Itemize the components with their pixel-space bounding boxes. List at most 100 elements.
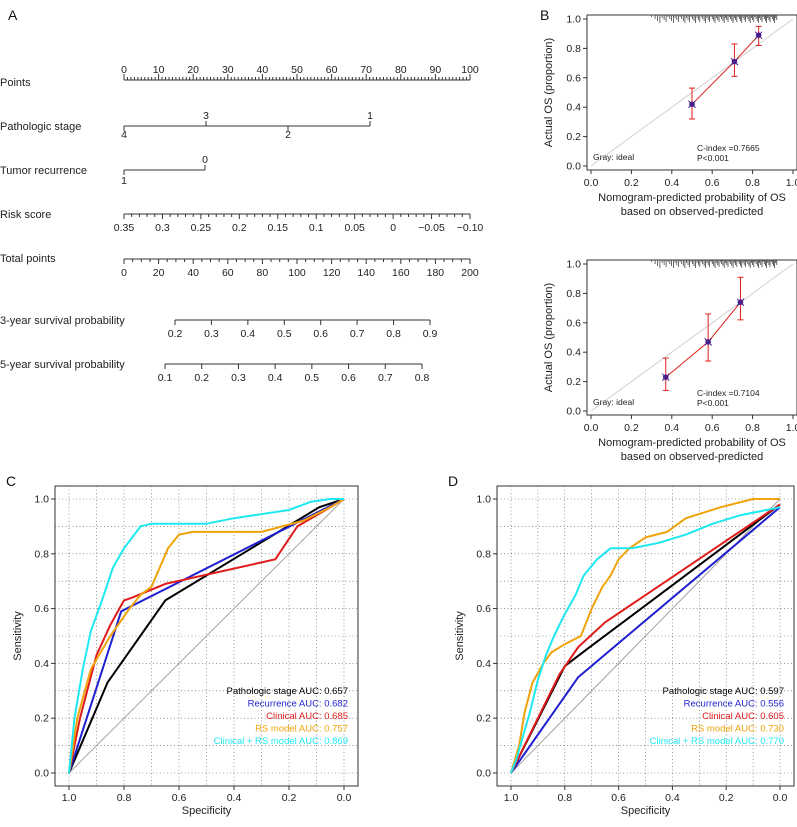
calibration-point-cross <box>661 373 670 382</box>
total-points-axis-tick-label: 0 <box>121 267 127 279</box>
x-axis-label: Nomogram-predicted probability of OS <box>598 192 786 204</box>
total-points-axis-tick-label: 60 <box>222 267 234 279</box>
points-axis-tick-label: 0 <box>121 64 127 76</box>
recurrence-axis-tick-label: 0 <box>202 154 208 166</box>
x-tick-label: 1.0 <box>786 422 797 434</box>
x-axis-label: based on observed-predicted <box>621 451 763 463</box>
total-points-axis-tick-label: 160 <box>392 267 410 279</box>
survival3-axis-tick-label: 0.6 <box>313 328 328 340</box>
nomogram-row-label: Points <box>0 77 31 89</box>
points-axis-tick-label: 60 <box>326 64 338 76</box>
legend-entry: RS model AUC: 0.757 <box>255 724 348 735</box>
x-tick-label: 0.2 <box>719 792 734 804</box>
survival5-axis-tick-label: 0.5 <box>305 372 320 384</box>
calibration-point-cross <box>704 338 713 346</box>
plot-frame <box>586 259 797 416</box>
x-tick-label: 0.4 <box>227 792 242 804</box>
risk-axis-tick-label: 0.15 <box>268 222 289 234</box>
total-points-axis-tick-label: 180 <box>427 267 445 279</box>
y-tick-label: 0.2 <box>476 713 491 725</box>
y-tick-label: 0.2 <box>34 713 49 725</box>
survival3-axis-tick-label: 0.4 <box>241 328 256 340</box>
calibration-point-cross <box>730 57 739 66</box>
x-tick-label: 0.4 <box>664 177 679 189</box>
x-tick-label: 0.0 <box>773 792 788 804</box>
x-tick-label: 0.2 <box>624 422 639 434</box>
x-tick-label: 0.6 <box>611 792 626 804</box>
y-axis-label: Sensitivity <box>454 611 466 661</box>
y-tick-label: 0.4 <box>566 347 581 359</box>
y-tick-label: 0.2 <box>566 131 581 143</box>
nomogram-row-label: Risk score <box>0 209 51 221</box>
y-tick-label: 0.6 <box>566 317 581 329</box>
x-tick-label: 0.6 <box>172 792 187 804</box>
calibration-line <box>665 301 741 378</box>
roc-curve <box>68 498 345 774</box>
y-tick-label: 0.6 <box>34 603 49 615</box>
x-axis-label: Specificity <box>621 805 671 817</box>
survival5-axis-tick-label: 0.3 <box>231 372 246 384</box>
calibration-point-cross <box>688 100 696 109</box>
survival5-axis-tick-label: 0.4 <box>268 372 283 384</box>
legend-entry: RS model AUC: 0.730 <box>691 724 784 735</box>
x-tick-label: 1.0 <box>786 177 797 189</box>
y-tick-label: 0.4 <box>476 658 491 670</box>
risk-axis-tick-label: 0.2 <box>232 222 247 234</box>
roc-curve <box>510 506 781 774</box>
roc-curve <box>510 503 781 774</box>
y-axis-label: Actual OS (proportion) <box>543 283 555 392</box>
legend-entry: Pathologic stage AUC: 0.657 <box>227 686 348 697</box>
x-axis-label: Nomogram-predicted probability of OS <box>598 437 786 449</box>
roc-plot-d: 0.0 0.2 0.4 0.6 0.8 1.0 1.0 0.8 0.6 0.4 0.2 0.0 Spec… <box>454 485 795 817</box>
legend-entry: Recurrence AUC: 0.556 <box>684 699 784 710</box>
x-tick-label: 1.0 <box>504 792 519 804</box>
points-axis-tick-label: 50 <box>291 64 303 76</box>
survival3-axis-tick-label: 0.5 <box>277 328 292 340</box>
nomogram: Points Pathologic stage Tumor recurrence… <box>0 64 483 384</box>
x-tick-label: 0.0 <box>584 177 599 189</box>
ideal-legend: Gray: ideal <box>593 152 634 162</box>
y-tick-label: 0.2 <box>566 376 581 388</box>
y-tick-label: 0.6 <box>476 603 491 615</box>
x-tick-label: 0.0 <box>337 792 352 804</box>
y-tick-label: 0.0 <box>566 161 581 173</box>
survival5-axis-tick-label: 0.6 <box>341 372 356 384</box>
roc-curve <box>68 498 345 774</box>
y-axis-label: Actual OS (proportion) <box>543 38 555 147</box>
plot-frame <box>586 14 797 171</box>
calibration-point-cross <box>754 31 763 40</box>
legend-entry: Recurrence AUC: 0.682 <box>248 699 348 710</box>
ideal-legend: Gray: ideal <box>593 397 634 407</box>
risk-axis-tick-label: 0 <box>390 222 396 234</box>
diagonal-reference <box>68 498 345 774</box>
recurrence-axis-tick-label: 1 <box>121 175 127 187</box>
x-tick-label: 0.4 <box>664 422 679 434</box>
total-points-axis-tick-label: 20 <box>153 267 165 279</box>
x-tick-label: 0.8 <box>117 792 132 804</box>
survival5-axis-tick-label: 0.7 <box>378 372 393 384</box>
legend-entry: Clinical + RS model AUC: 0.869 <box>214 736 348 747</box>
total-points-axis-tick-label: 80 <box>257 267 269 279</box>
panel-letter-b: B <box>540 7 549 23</box>
y-tick-label: 1.0 <box>476 494 491 506</box>
risk-axis-tick-label: −0.05 <box>418 222 445 234</box>
survival3-axis-tick-label: 0.9 <box>423 328 438 340</box>
panel-letter-d: D <box>448 473 458 489</box>
points-axis-tick-label: 40 <box>257 64 269 76</box>
x-axis-label: based on observed-predicted <box>621 206 763 218</box>
survival5-axis-tick-label: 0.2 <box>194 372 209 384</box>
stage-axis-tick-label: 4 <box>121 129 127 141</box>
x-tick-label: 0.4 <box>665 792 680 804</box>
stage-axis-tick-label: 1 <box>367 110 373 122</box>
cindex-label: C-index =0.7665 <box>697 143 760 153</box>
risk-axis-tick-label: 0.25 <box>191 222 212 234</box>
roc-curve <box>68 498 345 774</box>
panel-letter-c: C <box>6 473 16 489</box>
cindex-label: C-index =0.7104 <box>697 388 760 398</box>
legend-entry: Clinical + RS model AUC: 0.770 <box>650 736 784 747</box>
nomogram-row-label: 3-year survival probability <box>0 315 125 327</box>
nomogram-row-label: Tumor recurrence <box>0 165 87 177</box>
y-tick-label: 0.0 <box>34 768 49 780</box>
x-tick-label: 0.8 <box>557 792 572 804</box>
